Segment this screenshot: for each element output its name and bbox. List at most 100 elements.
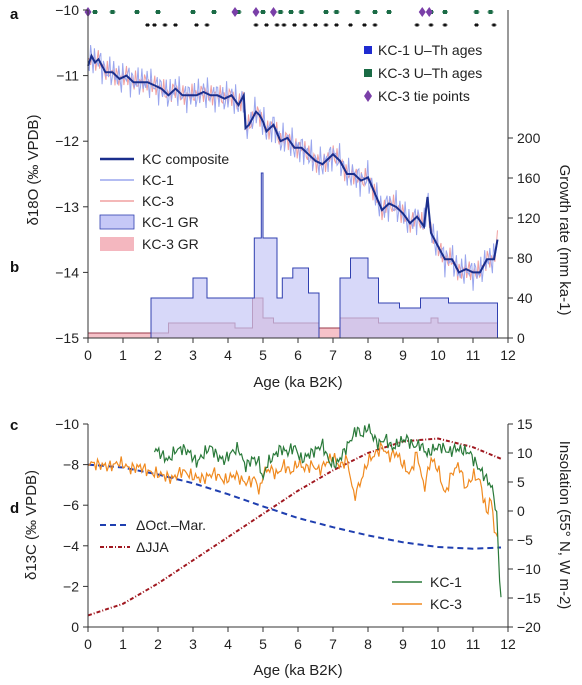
legend-swatch-tie-points	[364, 90, 372, 102]
kc3-age-marker	[488, 10, 493, 14]
kc1-age-marker	[475, 23, 478, 27]
y-left-tick-label: −12	[55, 133, 79, 149]
kc1-age-marker	[335, 23, 338, 27]
y-left-tick-label: −10	[55, 2, 79, 18]
kc1-age-marker	[282, 23, 286, 27]
x-tick-label: 8	[364, 636, 372, 652]
panel-label-d: d	[10, 500, 19, 517]
kc3-age-marker	[373, 10, 377, 14]
x-tick-label: 3	[189, 347, 197, 363]
carbon-insolation-lines-layer	[87, 423, 502, 617]
age-markers-layer	[84, 7, 497, 27]
y-right-tick-label: −20	[517, 619, 541, 635]
x-tick-label: 8	[364, 347, 372, 363]
y-right-tick-label: −10	[517, 561, 541, 577]
tie-point-marker	[418, 7, 426, 17]
legend-label-tie-points: KC-3 tie points	[378, 88, 470, 104]
x-tick-label: 12	[500, 636, 516, 652]
x-tick-label: 6	[294, 347, 302, 363]
kc1-age-marker	[373, 23, 377, 27]
kc1-carbon-line	[153, 423, 502, 598]
x-tick-label: 6	[294, 636, 302, 652]
panel-label-c: c	[10, 417, 18, 434]
y-right-tick-label: 40	[517, 290, 533, 306]
y-left-tick-label: −13	[55, 199, 79, 215]
legend-label-jja: ΔJJA	[136, 539, 169, 555]
y-left-tick-label: −8	[63, 457, 79, 473]
legend-swatch-kc1-gr	[99, 214, 135, 230]
growth-rate-layer	[87, 172, 498, 339]
axes-ticks-ab: 0 1 2 3 4 5 6 7 8 9 10 11 12−10−11−12−13−14−15200160…	[55, 2, 540, 363]
kc1-age-marker	[163, 23, 167, 27]
legend-main: KC composite KC-1 KC-3 KC-1 GR KC-3 GR	[99, 151, 229, 252]
kc1-age-marker	[415, 23, 419, 27]
kc1-age-marker	[324, 23, 328, 27]
kc-composite-line	[87, 53, 499, 274]
kc1-age-marker	[303, 23, 307, 27]
kc3-carbon-line	[87, 440, 499, 537]
kc1-age-marker	[492, 23, 496, 27]
kc3-age-marker	[93, 10, 97, 14]
y-right-tick-label: 5	[517, 474, 525, 490]
kc1-age-marker	[153, 23, 156, 27]
x-axis-label-cd: Age (ka B2K)	[253, 662, 342, 679]
kc1-age-marker	[195, 23, 198, 27]
kc3-age-marker	[289, 10, 293, 14]
kc1-growth-rate-area	[150, 172, 498, 339]
kc1-age-marker	[363, 23, 366, 27]
legend-ages: KC-1 U–Th ages KC-3 U–Th ages KC-3 tie p…	[364, 42, 482, 104]
x-tick-label: 12	[500, 347, 516, 363]
tie-point-marker	[270, 7, 277, 17]
panel-cd: c d 0 1 2 3 4 5 6 7 8 9 10 11 12−10−8−6−4−20151050−5…	[10, 416, 573, 679]
x-tick-label: 10	[430, 636, 446, 652]
x-tick-label: 10	[430, 347, 446, 363]
x-tick-label: 11	[466, 636, 481, 652]
y-right-tick-label: 200	[517, 130, 541, 146]
x-tick-label: 5	[259, 636, 267, 652]
x-tick-label: 4	[224, 347, 232, 363]
kc3-age-marker	[110, 10, 115, 14]
y-left-tick-label: −15	[55, 330, 79, 346]
legend-insolation: ΔOct.–Mar. ΔJJA	[100, 517, 206, 555]
y-left-tick-label: −4	[63, 538, 79, 554]
oct-mar-insolation-line	[87, 463, 502, 550]
legend-label-kc3-gr: KC-3 GR	[142, 236, 199, 252]
y-right-tick-label: 160	[517, 170, 541, 186]
kc1-age-marker	[254, 23, 258, 27]
tie-point-marker	[252, 7, 260, 17]
y-right-tick-label: 120	[517, 210, 541, 226]
x-tick-label: 7	[329, 347, 337, 363]
kc3-age-marker	[443, 10, 447, 14]
y-right-tick-label: 0	[517, 330, 525, 346]
kc1-age-marker	[293, 23, 296, 27]
y-right-tick-label: 10	[517, 445, 533, 461]
x-tick-label: 3	[189, 636, 197, 652]
legend-label-kc1-ages: KC-1 U–Th ages	[378, 42, 482, 58]
kc3-age-marker	[135, 10, 139, 14]
kc1-age-marker	[443, 23, 447, 27]
x-tick-label: 9	[399, 347, 407, 363]
x-tick-label: 4	[224, 636, 232, 652]
kc3-age-marker	[334, 10, 339, 14]
kc1-age-marker	[314, 23, 317, 27]
legend-label-kc1-gr: KC-1 GR	[142, 214, 199, 230]
kc3-age-marker	[387, 10, 391, 14]
kc1-age-marker	[265, 23, 268, 27]
y-left-tick-label: −10	[55, 416, 79, 432]
x-tick-label: 11	[466, 347, 481, 363]
kc3-age-marker	[474, 10, 479, 14]
y-left-tick-label: −2	[63, 578, 79, 594]
x-tick-label: 1	[119, 347, 127, 363]
legend-swatch-kc1-ages	[364, 46, 372, 54]
y-axis-label-left-ab: δ18O (‰ VPDB)	[25, 115, 42, 226]
tie-point-marker	[231, 7, 239, 17]
legend-label-kc3: KC-3	[142, 193, 174, 209]
kc3-age-marker	[299, 10, 304, 14]
kc1-age-marker	[349, 23, 352, 27]
jja-insolation-line	[87, 437, 502, 617]
x-tick-label: 0	[84, 347, 92, 363]
panel-label-a: a	[10, 6, 19, 23]
x-tick-label: 7	[329, 636, 337, 652]
y-right-tick-label: −5	[517, 532, 533, 548]
